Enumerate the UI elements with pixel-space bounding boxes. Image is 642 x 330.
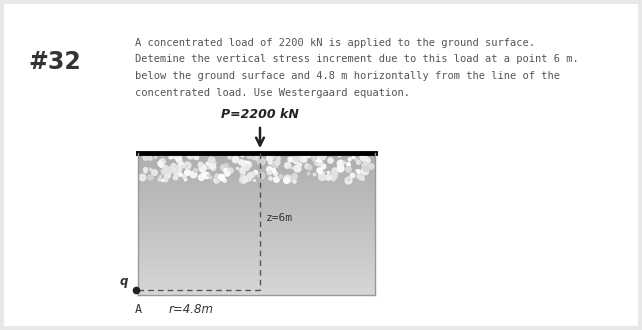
Bar: [138, 174, 375, 177]
Bar: [138, 210, 375, 213]
Bar: [138, 288, 375, 291]
Bar: [138, 224, 375, 227]
Text: #32: #32: [29, 50, 82, 74]
Bar: [138, 186, 375, 189]
Text: A concentrated load of 2200 kN is applied to the ground surface.: A concentrated load of 2200 kN is applie…: [135, 38, 535, 48]
Bar: [138, 243, 375, 246]
Bar: [138, 200, 375, 203]
Bar: [138, 212, 375, 215]
Bar: [138, 182, 375, 184]
Bar: [138, 153, 375, 156]
Bar: [138, 262, 375, 265]
Bar: [138, 250, 375, 253]
Bar: [138, 196, 375, 198]
Text: P=2200 kN: P=2200 kN: [221, 108, 299, 121]
Bar: [138, 283, 375, 286]
Bar: [138, 198, 375, 201]
Bar: [138, 177, 375, 180]
Bar: [138, 172, 375, 175]
Bar: [138, 170, 375, 173]
Text: z=6m: z=6m: [266, 213, 293, 223]
Bar: [138, 264, 375, 267]
Text: Detemine the vertical stress increment due to this load at a point 6 m.: Detemine the vertical stress increment d…: [135, 54, 578, 64]
Bar: [138, 245, 375, 248]
Text: A: A: [134, 303, 142, 316]
Bar: [138, 226, 375, 229]
Bar: [138, 252, 375, 255]
Bar: [138, 248, 375, 250]
Bar: [138, 191, 375, 194]
Bar: [138, 214, 375, 217]
Bar: [138, 193, 375, 196]
Bar: [138, 238, 375, 241]
Bar: [138, 231, 375, 234]
Bar: [138, 241, 375, 244]
Bar: [138, 290, 375, 293]
Bar: [138, 267, 375, 270]
Text: r=4.8m: r=4.8m: [168, 303, 214, 316]
Text: q: q: [120, 276, 128, 288]
Bar: [138, 236, 375, 239]
Bar: [138, 179, 375, 182]
Bar: [138, 281, 375, 284]
Bar: [138, 279, 375, 281]
Bar: [138, 184, 375, 187]
Bar: [138, 155, 375, 158]
Text: concentrated load. Use Westergaard equation.: concentrated load. Use Westergaard equat…: [135, 87, 410, 97]
Bar: [138, 219, 375, 222]
Bar: [138, 222, 375, 224]
Bar: [138, 188, 375, 191]
Bar: [138, 271, 375, 274]
Bar: [138, 269, 375, 272]
Bar: [138, 208, 375, 210]
Bar: [138, 229, 375, 232]
Bar: [138, 276, 375, 279]
Bar: [138, 165, 375, 168]
Bar: [138, 203, 375, 206]
Bar: [138, 293, 375, 295]
Bar: [138, 233, 375, 236]
Bar: [138, 158, 375, 161]
Text: below the ground surface and 4.8 m horizontally from the line of the: below the ground surface and 4.8 m horiz…: [135, 71, 560, 81]
Bar: [138, 167, 375, 170]
Bar: [138, 217, 375, 220]
Bar: [138, 255, 375, 258]
Bar: [138, 285, 375, 288]
Bar: [138, 259, 375, 262]
Bar: [138, 160, 375, 163]
Bar: [138, 205, 375, 208]
Bar: [138, 162, 375, 165]
Bar: [138, 274, 375, 277]
Bar: [138, 257, 375, 260]
